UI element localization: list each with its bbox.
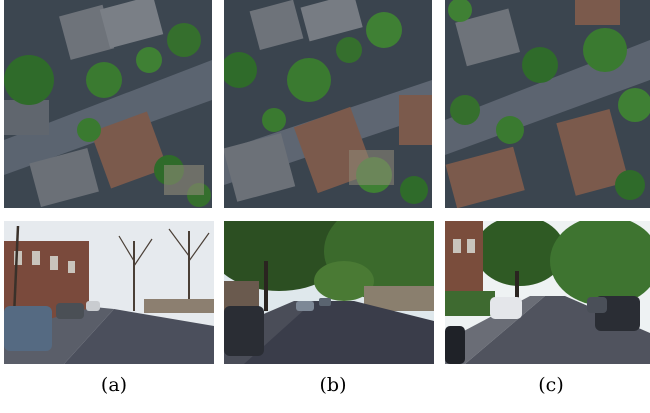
caption-c: (c) [538, 374, 564, 396]
street-image-b [224, 221, 434, 364]
street-image-a [4, 221, 214, 364]
caption-a: (a) [100, 374, 128, 396]
aerial-image-a [4, 0, 212, 208]
aerial-image-b [224, 0, 432, 208]
street-image-c [445, 221, 650, 364]
caption-b: (b) [319, 374, 347, 396]
aerial-image-c [445, 0, 650, 208]
